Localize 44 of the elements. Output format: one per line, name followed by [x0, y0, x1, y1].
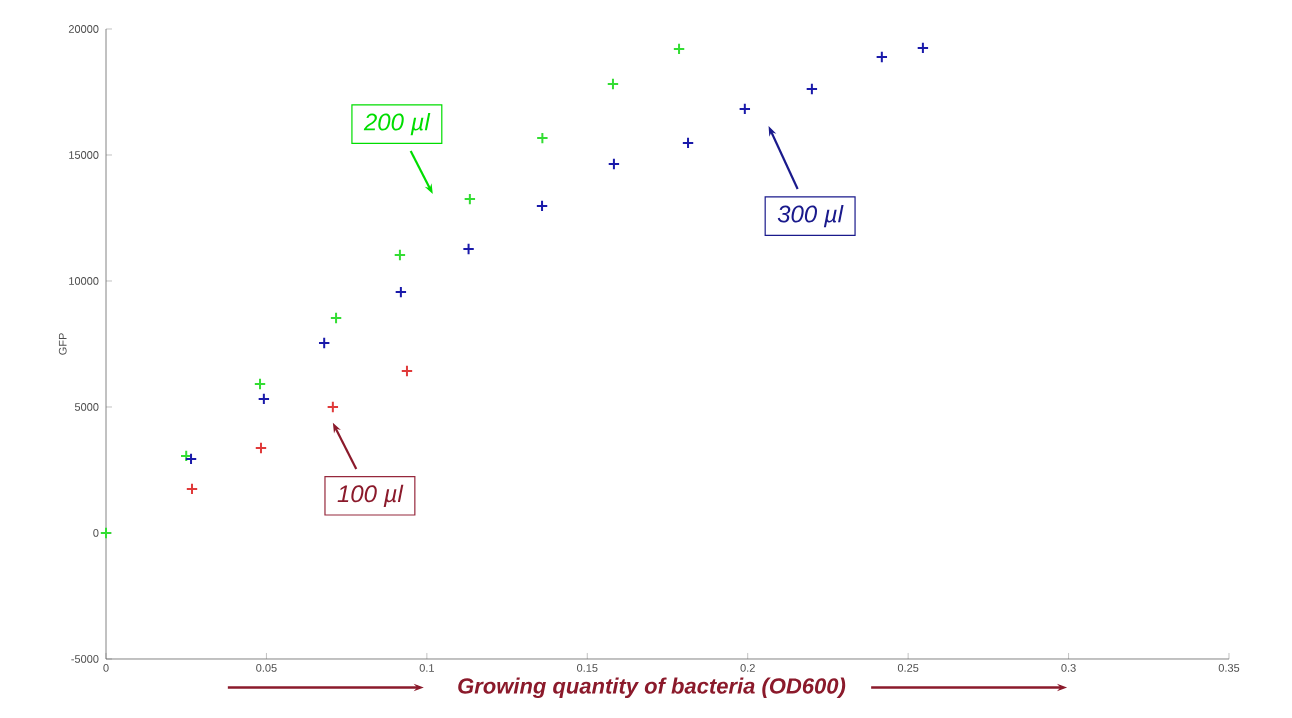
x-tick-label: 0: [103, 664, 109, 672]
annotation: 100 µl: [337, 484, 404, 508]
point: [180, 449, 193, 463]
point: [329, 311, 343, 325]
x-axis-title: Growing quantity of bacteria (OD600): [458, 677, 846, 699]
point: [606, 77, 620, 91]
annotation: 300 µl: [777, 204, 844, 228]
y-tick-label: 5000: [74, 403, 99, 411]
point: [462, 242, 475, 256]
point: [400, 364, 414, 378]
point: [607, 157, 621, 171]
x-tick-label: 0.2: [740, 664, 755, 672]
point: [184, 452, 198, 466]
point: [317, 336, 331, 350]
point: [535, 199, 549, 213]
x-tick-label: 0.1: [419, 664, 434, 672]
point: [681, 136, 695, 150]
point: [394, 285, 408, 299]
x-tick-label: 0.3: [1061, 664, 1076, 672]
y-tick-label: 0: [93, 529, 99, 537]
point: [99, 526, 113, 540]
annotation: 200 µl: [363, 112, 431, 136]
point: [393, 248, 407, 262]
x-tick-label: 0.25: [897, 664, 919, 672]
point: [185, 482, 199, 496]
point: [254, 441, 268, 455]
x-tick-label: 0.35: [1218, 664, 1240, 672]
point: [916, 41, 930, 55]
y-tick-label: 20000: [68, 25, 99, 33]
point: [326, 400, 340, 414]
y-tick-label: 15000: [69, 151, 99, 159]
point: [536, 131, 549, 145]
point: [738, 102, 752, 116]
point: [253, 377, 267, 391]
x-tick-label: 0.15: [577, 664, 598, 672]
x-tick-label: 0.05: [256, 664, 277, 672]
y-tick-label: 10000: [69, 277, 99, 285]
point: [463, 192, 477, 206]
point: [805, 82, 819, 96]
point: [672, 42, 686, 56]
point: [257, 392, 271, 406]
point: [875, 50, 889, 64]
y-tick-label: -5000: [71, 655, 99, 663]
y-axis-title: GFP: [58, 333, 67, 355]
